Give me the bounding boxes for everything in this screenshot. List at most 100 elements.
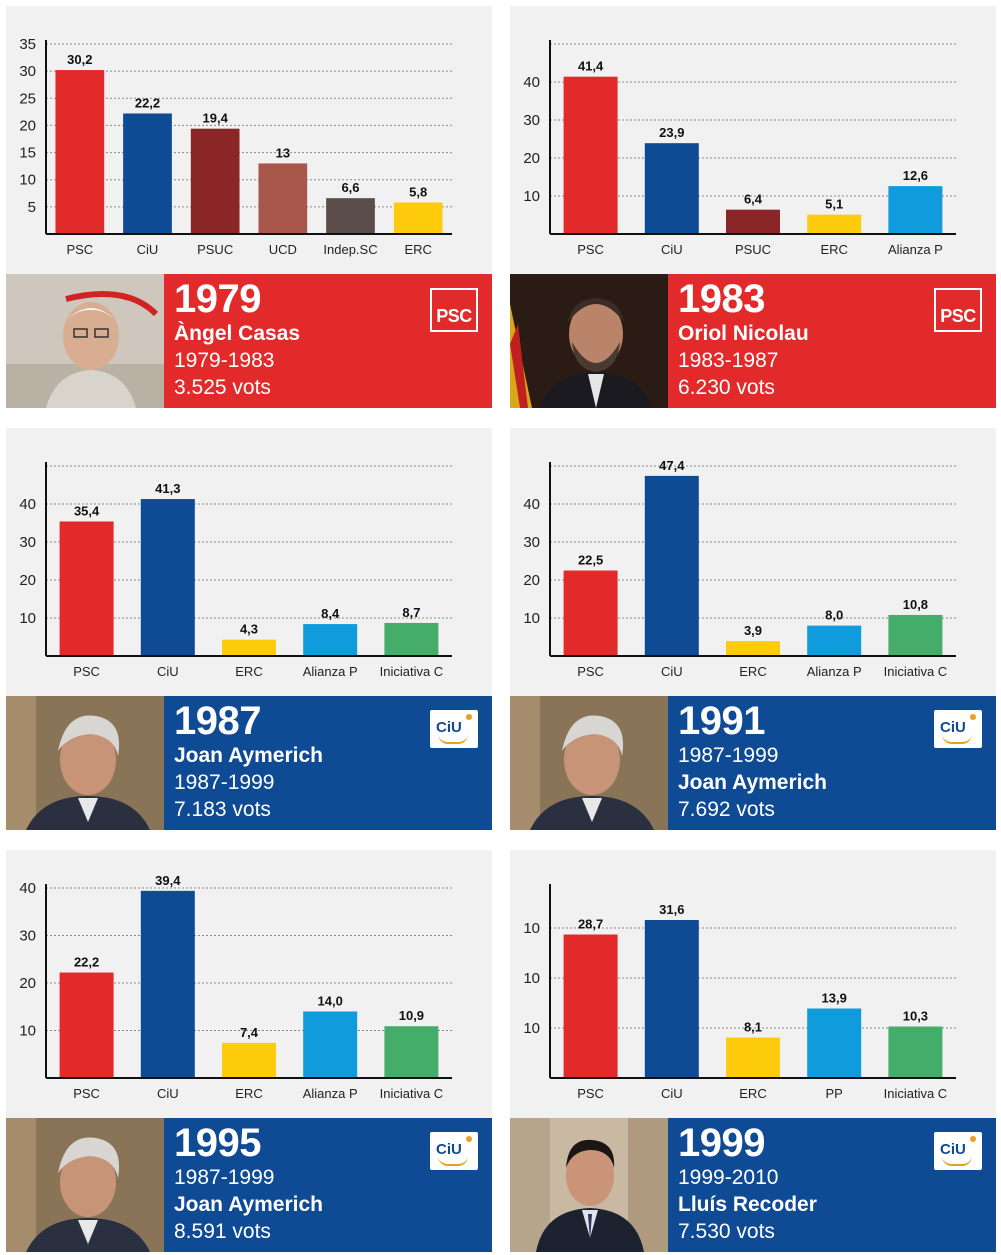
y-tick-label: 35 — [19, 36, 36, 53]
bar-iniciativa-c — [384, 622, 439, 656]
category-label: PSC — [73, 664, 100, 679]
bar-pp — [807, 1008, 862, 1078]
category-label: CiU — [661, 664, 683, 679]
bar-psc — [563, 934, 618, 1078]
banner-text: 1995 1987-1999 Joan Aymerich 8.591 vots — [174, 1122, 323, 1245]
candidate-name: Àngel Casas — [174, 322, 301, 345]
ciu-logo-icon: CiU — [430, 710, 478, 748]
y-tick-label: 10 — [19, 610, 36, 627]
psc-logo-icon: PSC — [934, 288, 982, 332]
gridlines — [46, 43, 452, 208]
value-label: 5,8 — [409, 185, 427, 200]
category-label: ERC — [739, 1086, 766, 1101]
y-tick-label: 20 — [19, 572, 36, 589]
chart-1999: 10 10 10 28,7 PSC 31,6 CiU 8,1 ERC 13,9 PP 10,3 Inic… — [510, 850, 996, 1118]
bar-alianza-p — [888, 186, 943, 234]
value-label: 8,7 — [402, 605, 420, 620]
y-tick-label: 15 — [19, 145, 36, 162]
category-label: CiU — [661, 1086, 683, 1101]
value-label: 10,8 — [903, 597, 928, 612]
value-label: 30,2 — [67, 52, 92, 67]
candidate-name: Joan Aymerich — [174, 1193, 323, 1216]
value-label: 8,0 — [825, 608, 843, 623]
category-label: Iniciativa C — [884, 664, 948, 679]
category-label: PSC — [73, 1086, 100, 1101]
logo-text: PSC — [940, 306, 976, 326]
bar-ciu — [123, 113, 172, 234]
category-label: Iniciativa C — [884, 1086, 948, 1101]
banner-1987: 1987 Joan Aymerich 1987-1999 7.183 vots … — [6, 696, 492, 830]
bar-psc — [563, 76, 618, 235]
bar-chart-1995: 10 20 30 40 22,2 PSC 39,4 CiU 7,4 ERC 14,0 Alianza … — [19, 873, 452, 1101]
value-label: 22,2 — [74, 955, 99, 970]
logo-text: CiU — [436, 1141, 462, 1158]
y-tick-label: 5 — [28, 199, 36, 216]
election-year: 1983 — [678, 277, 765, 321]
bar-ucd — [258, 163, 308, 234]
panel-1991: 10 20 30 40 22,5 PSC 47,4 CiU 3,9 ERC 8,0 Alianza P… — [510, 428, 996, 830]
y-tick-label: 25 — [19, 90, 36, 107]
bar-ciu — [644, 143, 699, 234]
value-label: 22,2 — [135, 95, 160, 110]
y-tick-label: 30 — [19, 534, 36, 551]
category-label: PSC — [577, 242, 604, 257]
logo-dot — [466, 714, 472, 720]
bar-chart-1999: 10 10 10 28,7 PSC 31,6 CiU 8,1 ERC 13,9 PP 10,3 Inic… — [523, 884, 956, 1101]
bar-psc — [563, 570, 618, 656]
category-label: Indep.SC — [323, 242, 377, 257]
candidate-name: Joan Aymerich — [678, 771, 827, 794]
bar-erc — [726, 641, 780, 656]
category-label: Iniciativa C — [380, 1086, 444, 1101]
portrait-dark-haired-man-icon — [510, 1118, 668, 1252]
term-years: 1987-1999 — [174, 1166, 275, 1189]
bar-ciu — [140, 499, 195, 656]
value-label: 23,9 — [659, 125, 684, 140]
term-years: 1987-1999 — [174, 771, 275, 794]
y-tick-label: 30 — [19, 63, 36, 80]
logo-dot — [970, 1136, 976, 1142]
portrait-bearded-man-icon — [510, 274, 668, 408]
chart-1979: 5 10 15 20 25 30 35 30,2 PSC 22,2 CiU 19,4 PSUC 13 UCD… — [6, 6, 492, 274]
banner-text: 1999 1999-2010 Lluís Recoder 7.530 vots — [678, 1122, 817, 1245]
banner-text: 1983 Oriol Nicolau 1983-1987 6.230 vots — [678, 278, 809, 401]
banner-1999: 1999 1999-2010 Lluís Recoder 7.530 vots … — [510, 1118, 996, 1252]
logo-arc — [438, 1156, 468, 1166]
value-label: 31,6 — [659, 902, 684, 917]
y-tick-label: 20 — [523, 150, 540, 167]
logo-text: PSC — [436, 306, 472, 326]
chart-1995: 10 20 30 40 22,2 PSC 39,4 CiU 7,4 ERC 14,0 Alianza … — [6, 850, 492, 1118]
panel-1979: 5 10 15 20 25 30 35 30,2 PSC 22,2 CiU 19,4 PSUC 13 UCD… — [6, 6, 492, 408]
panel-1995: 10 20 30 40 22,2 PSC 39,4 CiU 7,4 ERC 14,0 Alianza … — [6, 850, 492, 1252]
logo-text: CiU — [436, 719, 462, 736]
category-label: ERC — [235, 664, 262, 679]
term-years: 1987-1999 — [678, 744, 779, 767]
bar-psc — [55, 70, 105, 234]
bar-ciu — [644, 475, 699, 656]
logo-dot — [970, 714, 976, 720]
vote-count: 7.183 vots — [174, 798, 271, 821]
election-year: 1987 — [174, 699, 261, 743]
vote-count: 3.525 vots — [174, 376, 271, 399]
category-label: CiU — [157, 664, 179, 679]
election-year: 1991 — [678, 699, 765, 743]
logo-arc — [942, 1156, 972, 1166]
bar-chart-1987: 10 20 30 40 35,4 PSC 41,3 CiU 4,3 ERC 8,4 Alianza P… — [19, 462, 452, 679]
category-label: ERC — [820, 242, 847, 257]
category-label: Alianza P — [303, 1086, 358, 1101]
bar-ciu — [644, 920, 699, 1078]
category-label: Alianza P — [807, 664, 862, 679]
bar-erc — [222, 1042, 276, 1078]
category-label: Alianza P — [888, 242, 943, 257]
banner-text: 1991 1987-1999 Joan Aymerich 7.692 vots — [678, 700, 827, 823]
value-label: 47,4 — [659, 458, 685, 473]
logo-arc — [942, 734, 972, 744]
logo-dot — [466, 1136, 472, 1142]
candidate-name: Oriol Nicolau — [678, 322, 809, 345]
bar-iniciativa-c — [888, 614, 943, 656]
bar-iniciativa-c — [384, 1026, 439, 1078]
bar-indep-sc — [326, 198, 375, 234]
ciu-logo-icon: CiU — [934, 710, 982, 748]
value-label: 10,9 — [399, 1008, 424, 1023]
bar-alianza-p — [303, 624, 358, 656]
bar-psc — [59, 521, 114, 656]
